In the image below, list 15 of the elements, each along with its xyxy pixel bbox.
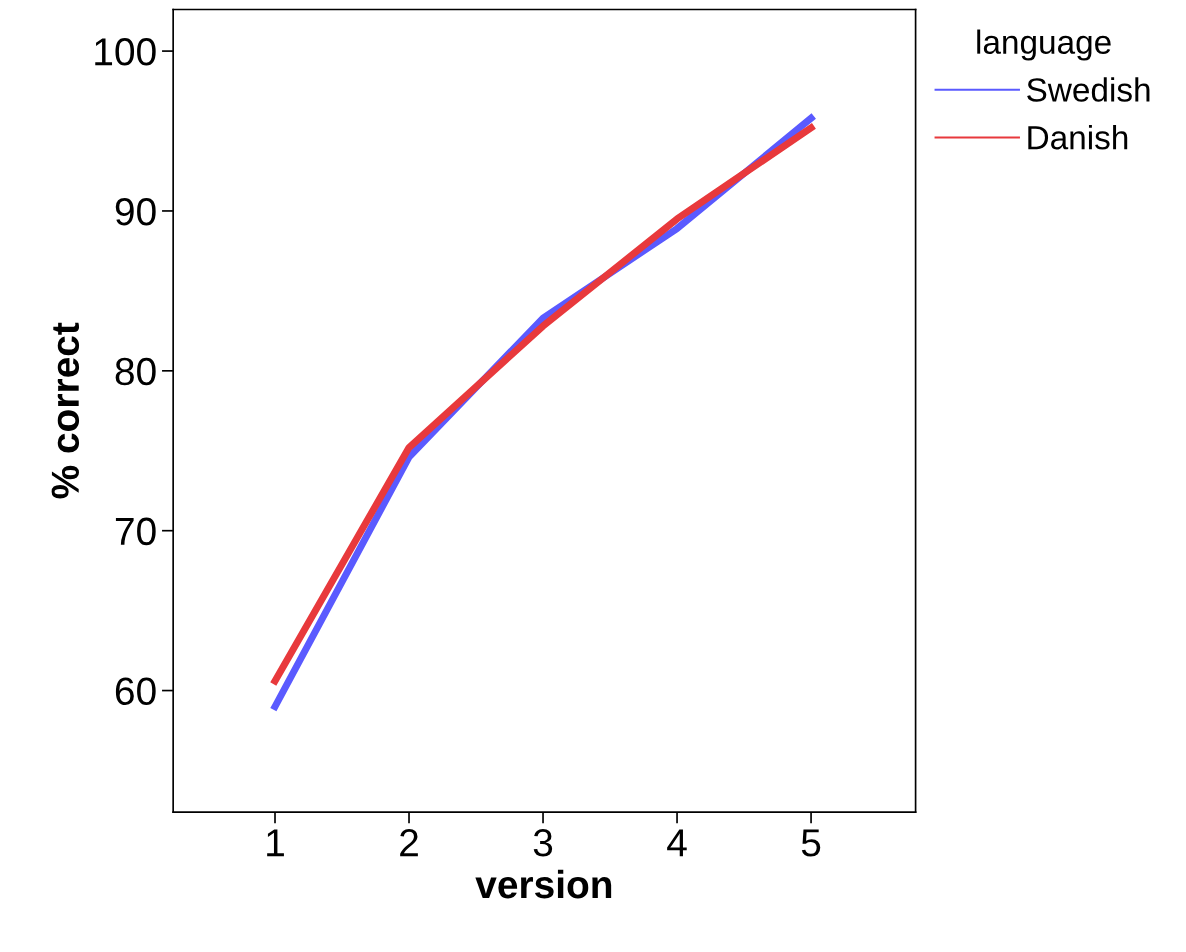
y-axis-title: % correct: [51, 322, 80, 499]
x-tick-label: 5: [801, 829, 821, 857]
x-axis-title: version: [475, 869, 612, 899]
y-tick-label: 90: [115, 197, 156, 226]
y-tick-label: 80: [115, 357, 156, 386]
x-tick-label: 2: [400, 829, 418, 857]
legend-label: Danish: [1028, 125, 1128, 150]
legend-label: Swedish: [1027, 77, 1150, 102]
x-tick-label: 1: [267, 829, 284, 857]
y-tick-label: 70: [115, 517, 156, 546]
x-tick-label: 3: [533, 829, 553, 857]
y-tick-label: 60: [115, 677, 156, 706]
y-tick-label: 100: [95, 38, 156, 66]
x-tick-label: 4: [667, 829, 687, 857]
legend-title: language: [977, 29, 1111, 61]
